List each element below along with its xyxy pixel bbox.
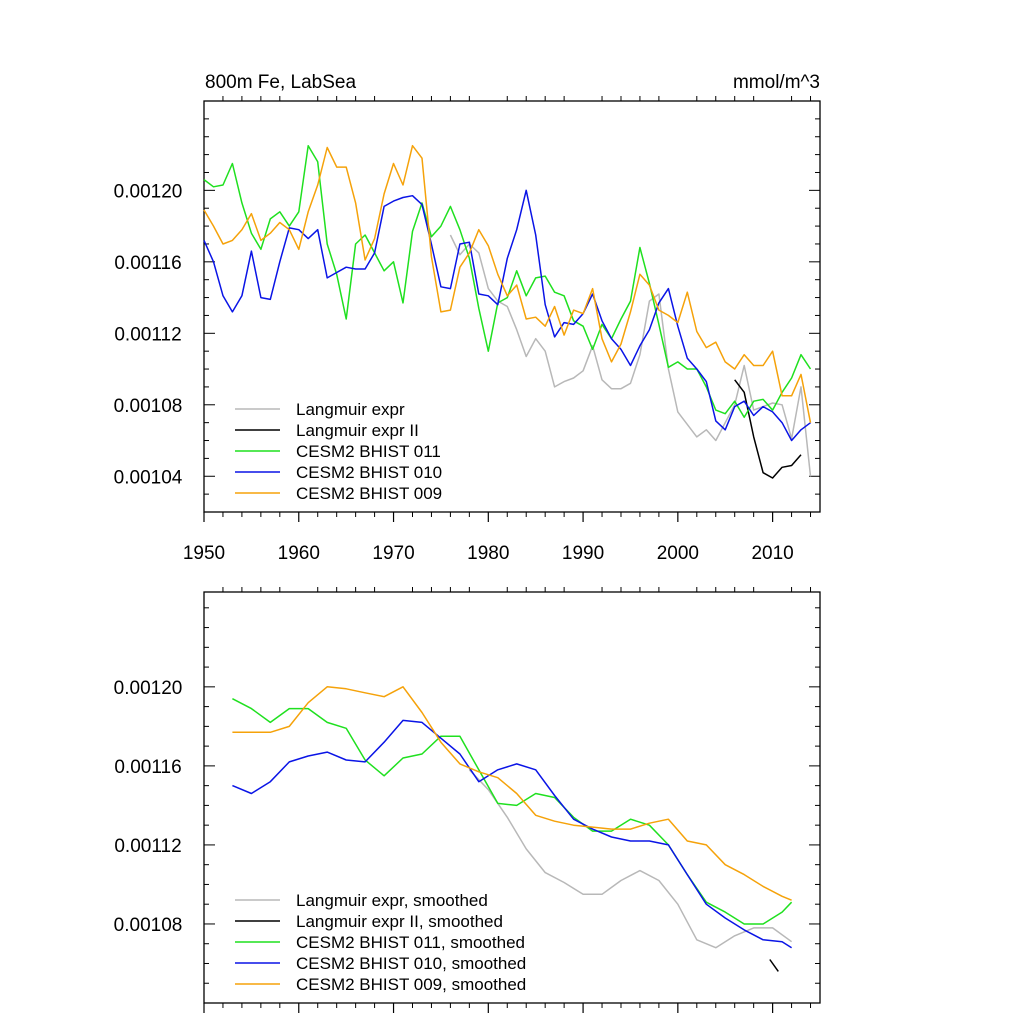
bottom-line-cesm2-bhist-010 xyxy=(232,719,793,949)
bottom-legend-label: CESM2 BHIST 009, smoothed xyxy=(296,975,526,994)
top-x-tick-label: 2000 xyxy=(657,543,699,564)
bottom-legend: Langmuir expr, smoothed Langmuir expr II,… xyxy=(235,891,526,994)
top-legend-label: CESM2 BHIST 010 xyxy=(296,463,442,482)
top-legend-label: Langmuir expr xyxy=(296,400,405,419)
top-y-tick-label: 0.00112 xyxy=(114,324,181,345)
top-series-lines xyxy=(203,144,812,479)
bottom-y-tick-labels: 0.00108 0.00112 0.00116 0.00120 xyxy=(114,678,183,936)
bottom-y-tick-label: 0.00112 xyxy=(114,836,181,857)
top-line-cesm2-bhist-009 xyxy=(203,144,812,423)
top-chart: 800m Fe, LabSea mmol/m^3 0.001040.001080… xyxy=(114,72,821,564)
top-y-tick-label: 0.00120 xyxy=(114,181,183,202)
bottom-legend-label: Langmuir expr II, smoothed xyxy=(296,912,503,931)
top-chart-title: 800m Fe, LabSea xyxy=(205,72,356,93)
top-x-tick-label: 1950 xyxy=(183,543,225,564)
top-line-langmuir-expr xyxy=(449,234,812,477)
top-x-tick-labels: 1950 1960 1970 1980 1990 2000 2010 xyxy=(183,543,794,564)
top-chart-units: mmol/m^3 xyxy=(733,72,820,93)
top-x-tick-label: 1970 xyxy=(372,543,414,564)
top-legend-label: CESM2 BHIST 009 xyxy=(296,484,442,503)
top-y-tick-label: 0.00104 xyxy=(114,467,183,488)
top-y-tick-label: 0.00116 xyxy=(114,253,181,274)
top-line-cesm2-bhist-010 xyxy=(203,189,811,442)
top-tick-marks xyxy=(203,96,820,522)
top-plot-frame xyxy=(203,100,821,513)
bottom-y-tick-label: 0.00120 xyxy=(114,678,183,699)
bottom-series-lines xyxy=(232,686,793,972)
top-line-langmuir-expr-ii xyxy=(734,379,802,479)
top-y-tick-labels: 0.00104 0.00108 0.00112 0.00116 0.00120 xyxy=(114,181,183,488)
bottom-line-langmuir-expr xyxy=(468,769,793,949)
top-x-tick-label: 1980 xyxy=(467,543,509,564)
top-y-tick-label: 0.00108 xyxy=(114,396,183,417)
bottom-legend-label: CESM2 BHIST 010, smoothed xyxy=(296,954,526,973)
bottom-plot-frame xyxy=(203,591,821,1004)
top-legend-label: Langmuir expr II xyxy=(296,421,419,440)
top-x-tick-label: 1960 xyxy=(278,543,320,564)
bottom-chart: 0.00108 0.00112 0.00116 0.00120 Langmuir ex… xyxy=(114,587,821,1013)
bottom-line-langmuir-expr-ii xyxy=(769,959,779,972)
top-legend: Langmuir expr Langmuir expr II CESM2 BHIST… xyxy=(235,400,442,503)
bottom-legend-label: CESM2 BHIST 011, smoothed xyxy=(296,933,525,952)
top-x-tick-label: 1990 xyxy=(562,543,604,564)
top-x-tick-label: 2010 xyxy=(751,543,793,564)
bottom-legend-label: Langmuir expr, smoothed xyxy=(296,891,488,910)
top-line-cesm2-bhist-011 xyxy=(203,144,812,419)
bottom-y-tick-label: 0.00108 xyxy=(114,915,183,936)
bottom-line-cesm2-bhist-009 xyxy=(232,686,792,901)
top-legend-label: CESM2 BHIST 011 xyxy=(296,442,441,461)
bottom-line-cesm2-bhist-011 xyxy=(232,698,793,925)
bottom-tick-marks xyxy=(203,587,820,1013)
bottom-y-tick-label: 0.00116 xyxy=(114,757,181,778)
